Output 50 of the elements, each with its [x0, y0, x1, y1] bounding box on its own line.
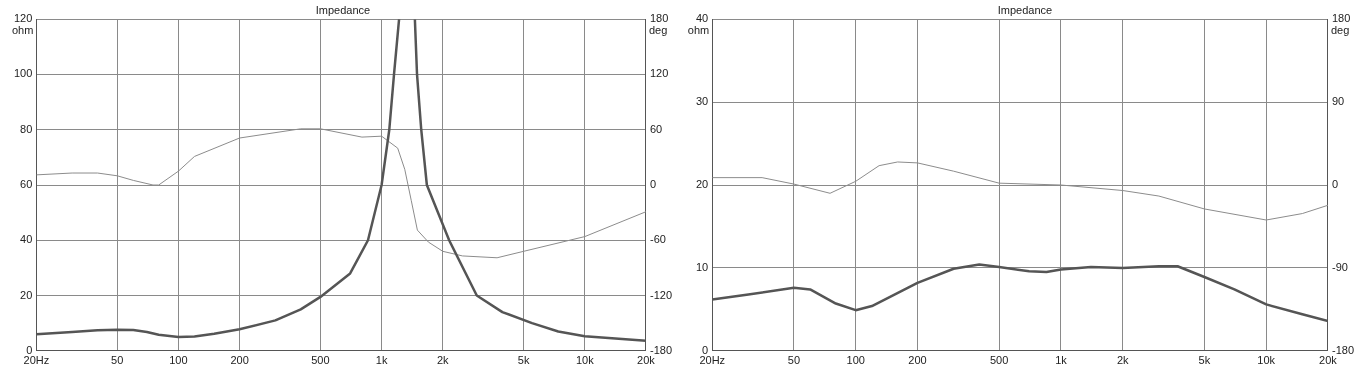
y-tick-label: 0: [26, 343, 33, 356]
x-tick-label: 100: [169, 354, 188, 367]
y-tick-label: 0: [702, 343, 709, 356]
x-tick-label: 500: [311, 354, 330, 367]
x-tick-label: 10k: [575, 354, 595, 367]
y2-axis-title: deg: [1330, 23, 1350, 36]
y2-tick-label: 0: [1331, 178, 1339, 191]
x-tick-label: 20Hz: [699, 354, 726, 367]
y-axis-title: ohm: [11, 23, 34, 36]
chart-title: Impedance: [315, 3, 371, 16]
x-tick-label: 500: [989, 354, 1009, 367]
x-tick-label: 200: [908, 354, 927, 367]
x-tick-label: 20Hz: [23, 354, 50, 367]
y2-axis-title: deg: [648, 23, 668, 36]
y-tick-label: 40: [20, 233, 33, 246]
y2-tick-label: -180: [649, 343, 673, 356]
x-tick-label: 1k: [1055, 354, 1068, 367]
x-tick-label: 100: [846, 354, 865, 367]
y-tick-label: 100: [13, 67, 33, 80]
y-tick-label: 120: [13, 12, 33, 25]
y2-tick-label: 180: [649, 12, 669, 25]
y-axis-title: ohm: [687, 23, 710, 36]
y-tick-label: 40: [695, 12, 709, 25]
x-tick-label: 2k: [436, 354, 450, 367]
x-tick-label: 50: [787, 354, 801, 367]
x-tick-label: 5k: [517, 354, 530, 367]
y2-tick-label: 120: [649, 67, 669, 80]
x-tick-label: 200: [230, 354, 249, 367]
y2-tick-label: -180: [1331, 343, 1355, 356]
x-tick-label: 50: [111, 354, 124, 367]
x-tick-label: 5k: [1198, 354, 1211, 367]
x-tick-label: 20k: [1319, 354, 1338, 367]
y-tick-label: 20: [695, 178, 709, 191]
x-tick-label: 2k: [1116, 354, 1130, 367]
y-tick-label: 30: [695, 95, 709, 108]
x-tick-label: 10k: [1257, 354, 1276, 367]
y2-tick-label: -60: [649, 233, 666, 246]
y2-tick-label: -120: [649, 288, 673, 301]
x-tick-label: 20k: [637, 354, 656, 367]
y-tick-label: 80: [20, 122, 33, 135]
x-tick-label: 1k: [375, 354, 388, 367]
y-tick-label: 10: [695, 260, 709, 273]
chart-title: Impedance: [997, 3, 1053, 16]
y-tick-label: 60: [20, 178, 33, 191]
y2-tick-label: 90: [1331, 95, 1345, 108]
y-tick-label: 20: [20, 288, 33, 301]
y2-tick-label: -90: [1331, 260, 1348, 273]
y2-tick-label: 180: [1331, 12, 1351, 25]
y2-tick-label: 60: [649, 122, 663, 135]
y2-tick-label: 0: [649, 178, 657, 191]
